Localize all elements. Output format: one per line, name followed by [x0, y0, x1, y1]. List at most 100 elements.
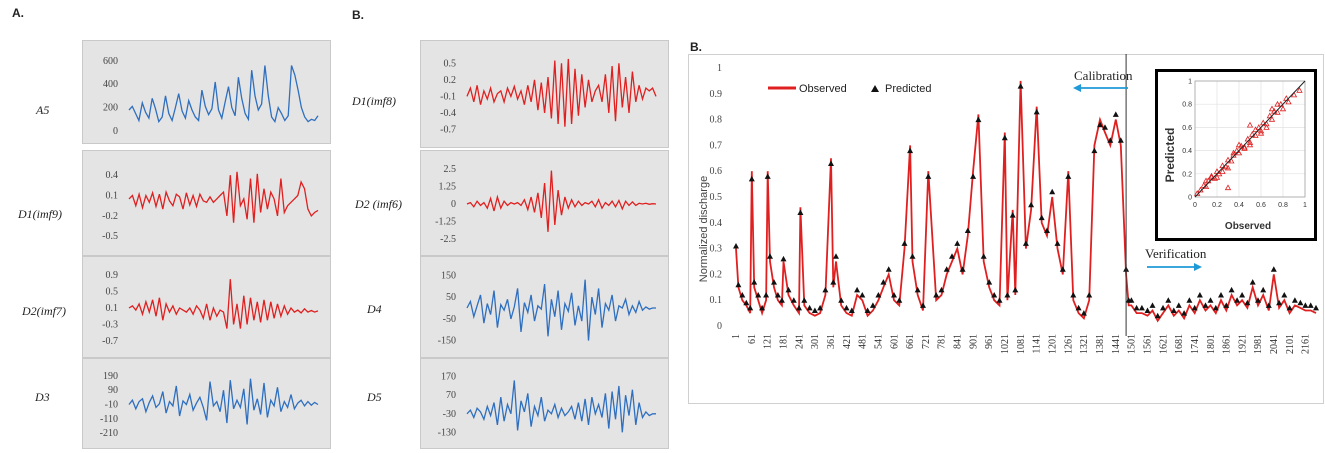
predicted-point — [1022, 240, 1029, 246]
x-tick-label: 1321 — [1079, 334, 1090, 354]
predicted-point — [751, 279, 758, 285]
predicted-point — [1154, 312, 1161, 319]
x-tick-label: 1021 — [1000, 334, 1011, 354]
x-tick-label: 421 — [842, 334, 853, 349]
x-tick-label: 541 — [873, 334, 884, 349]
inset-x-tick: 0.6 — [1256, 202, 1266, 209]
predicted-point — [778, 297, 785, 303]
predicted-point — [1307, 302, 1314, 308]
x-tick-label: 1081 — [1016, 334, 1027, 354]
predicted-point — [755, 292, 762, 298]
predicted-point — [1255, 297, 1261, 303]
inset-point — [1213, 173, 1221, 180]
y-tick-label: 400 — [103, 79, 118, 90]
predicted-point — [739, 292, 746, 298]
inset-point — [1235, 149, 1243, 156]
predicted-point — [1286, 304, 1293, 311]
y-tick-label: 200 — [103, 103, 118, 114]
x-tick-label: 1441 — [1111, 334, 1122, 354]
predicted-point — [1249, 279, 1256, 285]
inset-point — [1246, 139, 1254, 145]
y-tick-label: -0.2 — [102, 211, 118, 222]
y-tick-label: 600 — [103, 56, 118, 67]
inset-x-tick: 1 — [1303, 202, 1307, 209]
inset-point — [1279, 105, 1287, 112]
x-tick-label: 661 — [905, 334, 916, 349]
inset-point — [1241, 144, 1248, 151]
predicted-point — [1049, 188, 1056, 195]
predicted-point — [1086, 292, 1093, 298]
predicted-point — [1017, 83, 1024, 89]
predicted-point — [1239, 292, 1246, 298]
x-tick-label: 301 — [810, 334, 821, 349]
row-label-d1imf9: D1(imf9) — [18, 207, 62, 221]
predicted-point — [1112, 111, 1119, 117]
y-tick-label: 0.1 — [106, 191, 119, 202]
y-tick-label: 0.2 — [444, 75, 457, 86]
predicted-point — [975, 116, 982, 123]
predicted-point — [891, 292, 897, 298]
y-tick-label: 0.5 — [710, 192, 723, 203]
predicted-point — [1059, 266, 1066, 272]
predicted-point — [933, 292, 940, 298]
predicted-point — [943, 266, 950, 272]
inset-point — [1235, 141, 1243, 148]
y-tick-label: 1 — [717, 63, 722, 74]
x-tick-label: 1621 — [1158, 334, 1169, 354]
legend: Observed Predicted — [768, 83, 931, 95]
predicted-point — [1207, 297, 1214, 303]
predicted-point — [797, 209, 804, 215]
predicted-point — [885, 266, 892, 272]
inset-x-tick: 0.4 — [1234, 202, 1244, 209]
predicted-point — [743, 299, 750, 306]
predicted-point — [1228, 286, 1235, 293]
predicted-point — [763, 292, 770, 298]
predicted-point — [811, 307, 818, 313]
inset-plot-frame — [1194, 80, 1306, 198]
subplot-d4: 150 50 -50 -150 — [420, 256, 669, 358]
subplot-d2imf7: 0.9 0.5 0.1 -0.3 -0.7 — [82, 256, 331, 358]
x-tick-label: 361 — [826, 334, 837, 349]
legend-predicted-swatch — [871, 85, 879, 92]
x-tick-label: 1681 — [1174, 334, 1185, 354]
subplot-d1imf8: 0.5 0.2 -0.1 -0.4 -0.7 — [420, 40, 669, 148]
predicted-point — [1009, 212, 1016, 218]
predicted-point — [938, 286, 945, 293]
y-tick-label: 90 — [108, 385, 118, 396]
legend-predicted-label: Predicted — [885, 83, 931, 95]
inset-point — [1257, 127, 1265, 134]
predicted-point — [1128, 297, 1135, 303]
predicted-point — [1054, 240, 1061, 246]
predicted-point — [859, 292, 866, 298]
predicted-point — [901, 240, 908, 246]
predicted-point — [1102, 124, 1108, 130]
row-label-a5: A5 — [36, 103, 50, 117]
x-tick-label: 1501 — [1127, 334, 1138, 354]
x-tick-label: 721 — [921, 334, 932, 349]
predicted-point — [914, 286, 921, 293]
inset-point — [1224, 164, 1232, 171]
y-tick-label: -30 — [443, 409, 456, 420]
one-to-one-line — [1194, 80, 1306, 198]
predicted-point — [1075, 304, 1082, 311]
x-tick-label: 121 — [763, 334, 774, 349]
predicted-point — [1138, 304, 1145, 311]
x-tick-label: 1381 — [1095, 334, 1106, 354]
predicted-point — [1107, 137, 1114, 143]
subplot-d5: 170 70 -30 -130 — [420, 358, 669, 449]
subplot-d3: 190 90 -10-110-210 — [82, 358, 331, 449]
inset-point — [1257, 129, 1265, 136]
predicted-point — [833, 253, 839, 259]
predicted-point — [1012, 286, 1019, 293]
inset-point — [1268, 105, 1276, 112]
x-tick-label: 61 — [747, 334, 758, 344]
x-tick-label: 961 — [984, 334, 995, 349]
predicted-point — [764, 173, 771, 179]
predicted-point — [1175, 302, 1182, 308]
series-line — [128, 279, 319, 329]
predicted-point — [1202, 302, 1209, 308]
inset-x-label: Observed — [1225, 221, 1271, 232]
inset-point — [1268, 115, 1276, 122]
inset-point — [1202, 177, 1210, 184]
predicted-point — [954, 240, 961, 246]
